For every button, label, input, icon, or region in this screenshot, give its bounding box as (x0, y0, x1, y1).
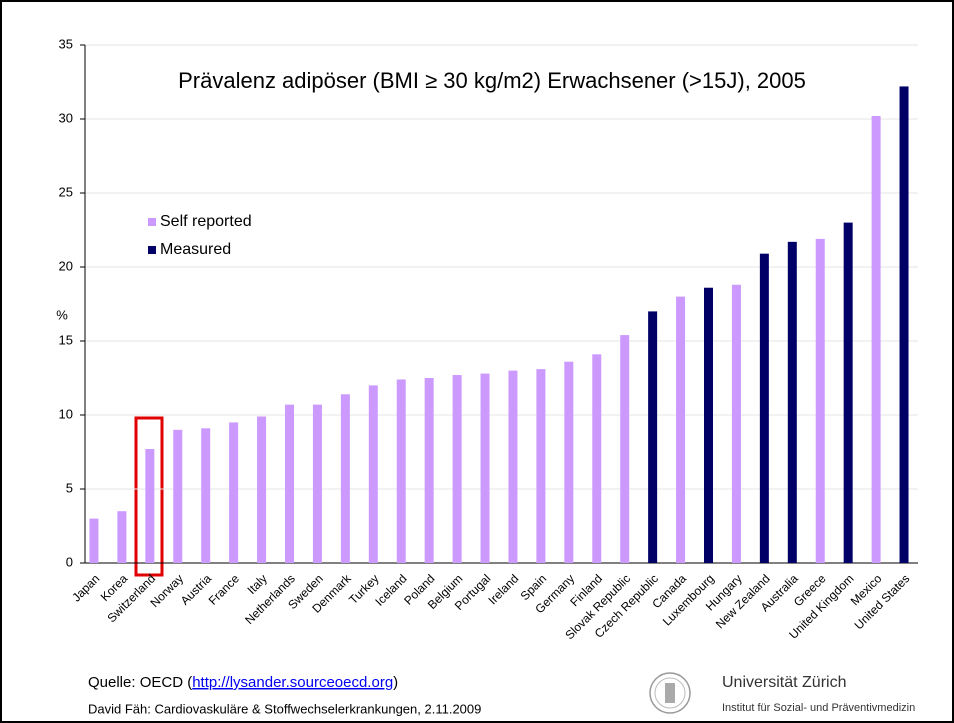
y-tick-label: 25 (59, 184, 73, 199)
bar (731, 284, 741, 563)
bar (899, 86, 909, 563)
source-link[interactable]: http://lysander.sourceoecd.org (192, 674, 393, 691)
legend-swatch (148, 246, 156, 254)
bar (257, 416, 267, 563)
institute-name: Institut für Sozial- und Präventivmedizi… (722, 702, 915, 714)
bar (480, 373, 490, 563)
bar (368, 385, 378, 563)
y-tick-label: 30 (59, 110, 73, 125)
bar (285, 404, 294, 563)
bar (201, 428, 211, 563)
bar (676, 296, 686, 563)
chart-title: Prävalenz adipöser (BMI ≥ 30 kg/m2) Erwa… (178, 68, 806, 93)
y-axis-label: % (56, 307, 68, 322)
bar (815, 238, 825, 563)
author-text: David Fäh: Cardiovaskuläre & Stoffwechse… (88, 701, 481, 716)
bar (704, 287, 713, 563)
highlight-box (134, 416, 164, 577)
legend-swatch (148, 218, 156, 226)
bar (117, 511, 127, 563)
bar (759, 253, 769, 563)
bar (452, 375, 462, 563)
bar (145, 449, 155, 563)
y-tick-label: 5 (66, 480, 73, 495)
legend-label: Self reported (160, 213, 252, 230)
legend-label: Measured (160, 241, 231, 258)
university-name: Universität Zürich (722, 674, 846, 691)
bar (592, 354, 602, 563)
bar (424, 378, 434, 563)
bar (173, 429, 183, 563)
source-text: ) (393, 674, 398, 691)
bar (564, 361, 574, 563)
source-text: Quelle: OECD ( (88, 674, 192, 691)
bar (787, 241, 797, 563)
y-tick-label: 15 (59, 332, 73, 347)
bar (536, 369, 546, 563)
bar (312, 404, 322, 563)
university-logo (649, 672, 691, 714)
bar (340, 394, 350, 563)
bar (871, 116, 881, 563)
bar (396, 379, 406, 563)
y-tick-label: 10 (59, 406, 73, 421)
bar (89, 518, 99, 563)
y-tick-label: 20 (59, 258, 73, 273)
bar (508, 370, 518, 563)
bar (648, 311, 658, 563)
y-tick-label: 35 (59, 36, 73, 51)
bar (229, 422, 239, 563)
bar (620, 335, 630, 563)
y-tick-label: 0 (66, 554, 73, 569)
bar (843, 222, 853, 563)
